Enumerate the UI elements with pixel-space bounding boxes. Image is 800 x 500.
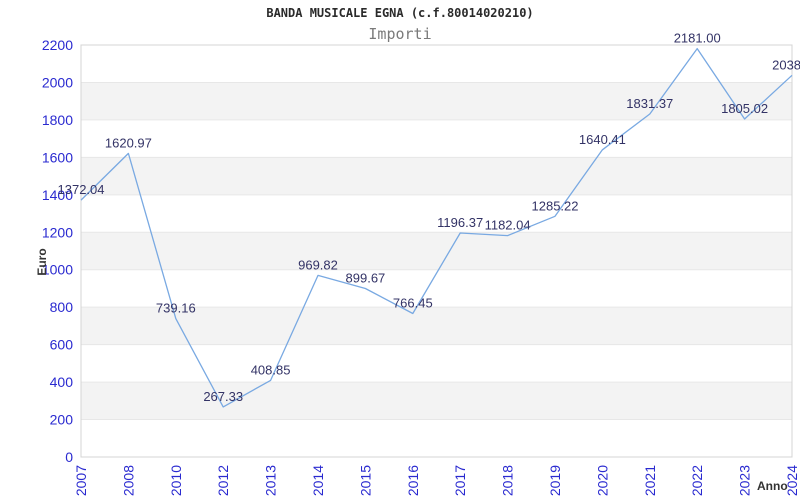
data-point-label: 408.85 xyxy=(251,362,291,377)
y-tick-label: 600 xyxy=(50,337,74,353)
data-point-label: 1285.22 xyxy=(532,198,579,213)
data-point-label: 969.82 xyxy=(298,257,338,272)
chart-title: BANDA MUSICALE EGNA (c.f.80014020210) xyxy=(266,6,534,20)
band xyxy=(81,382,792,420)
data-point-label: 1372.04 xyxy=(58,182,105,197)
x-tick-label: 2022 xyxy=(689,465,705,496)
data-point-label: 267.33 xyxy=(203,389,243,404)
y-tick-label: 800 xyxy=(50,299,74,315)
x-tick-label: 2023 xyxy=(737,465,753,496)
band xyxy=(81,82,792,120)
band xyxy=(81,157,792,195)
x-tick-label: 2007 xyxy=(73,465,89,496)
series-line xyxy=(80,47,793,408)
y-tick-label: 2200 xyxy=(42,37,73,53)
y-tick-label: 1000 xyxy=(42,262,73,278)
data-point-label: 1805.02 xyxy=(721,101,768,116)
x-tick-label: 2015 xyxy=(357,465,373,496)
data-point-label: 899.67 xyxy=(346,271,386,286)
x-tick-label: 2021 xyxy=(642,465,658,496)
x-tick-label: 2014 xyxy=(310,465,326,496)
y-tick-label: 2000 xyxy=(42,74,73,90)
x-tick-label: 2017 xyxy=(452,465,468,496)
x-tick-label: 2012 xyxy=(215,465,231,496)
data-point-label: 2181.00 xyxy=(674,31,721,46)
data-point-label: 1196.37 xyxy=(437,215,483,230)
band xyxy=(81,232,792,270)
data-point-label: 1182.04 xyxy=(485,218,531,233)
x-tick-label: 2024 xyxy=(784,465,800,496)
y-tick-label: 1600 xyxy=(42,149,73,165)
y-tick-label: 200 xyxy=(50,412,74,428)
x-axis-title: Anno xyxy=(757,479,788,493)
x-tick-label: 2013 xyxy=(263,465,279,496)
data-point-label: 1620.97 xyxy=(105,135,152,150)
y-tick-label: 0 xyxy=(65,449,73,465)
x-tick-label: 2008 xyxy=(120,465,136,496)
data-point-label: 1831.37 xyxy=(626,96,673,111)
x-tick-label: 2016 xyxy=(405,465,421,496)
y-tick-label: 1200 xyxy=(42,224,73,240)
band xyxy=(81,307,792,345)
data-point-label: 739.16 xyxy=(156,301,196,316)
chart-subtitle: Importi xyxy=(368,25,432,43)
data-point-label: 1640.41 xyxy=(579,132,626,147)
data-point-label: 766.45 xyxy=(393,295,433,310)
y-tick-label: 1400 xyxy=(42,187,73,203)
y-tick-label: 1800 xyxy=(42,112,73,128)
y-tick-label: 400 xyxy=(50,374,74,390)
x-tick-label: 2018 xyxy=(500,465,516,496)
x-tick-label: 2010 xyxy=(168,465,184,496)
y-axis-title: Euro xyxy=(35,248,49,275)
plot-border xyxy=(80,44,793,458)
x-tick-label: 2020 xyxy=(594,465,610,496)
data-point-label: 2038.3 xyxy=(772,57,800,72)
x-tick-label: 2019 xyxy=(547,465,563,496)
